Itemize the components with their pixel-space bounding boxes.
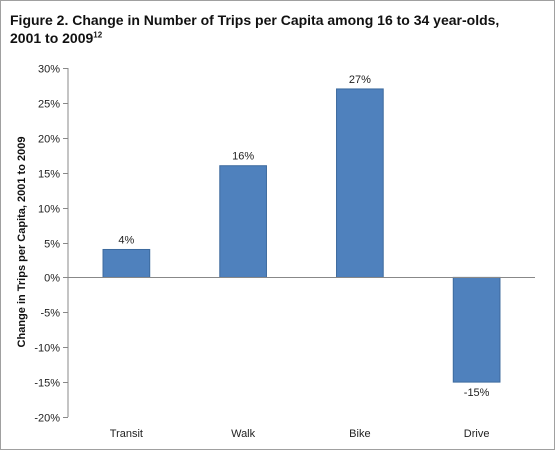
- y-axis: 30% 25% 20% 15% 10% 5% 0% -5% -10% -15% -20%: [34, 64, 69, 425]
- chart-title-text: Figure 2. Change in Number of Trips per …: [10, 12, 500, 46]
- bar-transit: [102, 248, 151, 278]
- y-tick-label: 25%: [38, 99, 60, 111]
- y-tick-label: -15%: [34, 378, 60, 390]
- y-tick-label: 0%: [44, 273, 60, 285]
- bar-walk: [219, 165, 267, 278]
- y-tick-label: -20%: [34, 413, 60, 425]
- data-label-transit: 4%: [118, 234, 134, 246]
- data-label-walk: 16%: [232, 151, 254, 163]
- title-footnote-ref: 12: [93, 30, 103, 40]
- x-tick-label-drive: Drive: [464, 428, 490, 440]
- y-tick-label: 20%: [38, 134, 60, 146]
- y-axis-label: Change in Trips per Capita, 2001 to 2009: [16, 137, 28, 348]
- y-tick-label: -5%: [40, 308, 60, 320]
- y-tick-label: 10%: [38, 204, 60, 216]
- y-tick-label: 5%: [44, 239, 60, 251]
- x-axis: Transit Walk Bike Drive: [68, 277, 535, 440]
- chart-title: Figure 2. Change in Number of Trips per …: [10, 11, 530, 47]
- data-label-drive: -15%: [464, 387, 490, 399]
- y-tick-label: 30%: [38, 64, 60, 76]
- y-tick-label: -10%: [34, 343, 60, 355]
- x-tick-label-walk: Walk: [231, 428, 256, 440]
- data-label-bike: 27%: [349, 74, 371, 86]
- bar-drive: [452, 276, 501, 383]
- bars: 4% 16% 27% -15%: [102, 74, 501, 399]
- x-tick-label-transit: Transit: [110, 428, 143, 440]
- bar-bike: [336, 88, 384, 278]
- x-tick-label-bike: Bike: [349, 428, 370, 440]
- y-tick-label: 15%: [38, 169, 60, 181]
